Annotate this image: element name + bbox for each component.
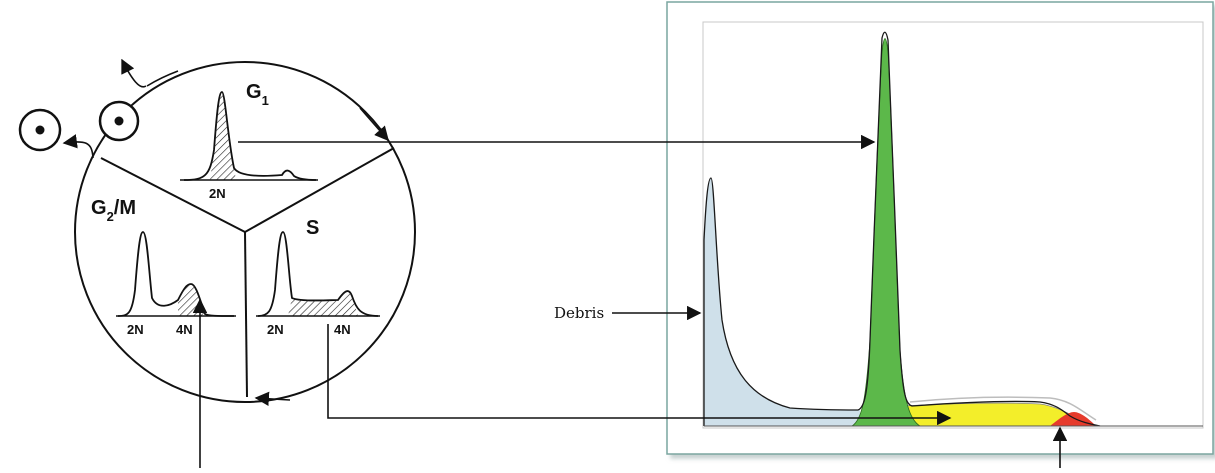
cycle-arrow-bottom — [254, 391, 291, 406]
connector-arrows — [192, 134, 1068, 468]
s-label: S — [306, 217, 319, 239]
division-arrow-left — [62, 134, 94, 159]
debris-population — [704, 178, 860, 426]
cycle-circle — [74, 61, 416, 403]
cycle-arrow-top-right — [359, 107, 389, 142]
s-mini-histogram: 2N 4N — [256, 231, 380, 337]
g1-mini-histogram: 2N — [180, 91, 318, 201]
g2m-axis-2n: 2N — [127, 322, 144, 337]
g1-label: G1 — [246, 81, 269, 108]
daughter-cell-left — [18, 108, 62, 152]
division-arrow-top — [121, 58, 147, 88]
division-arrow-top-tail — [146, 70, 179, 87]
g2m-axis-4n: 4N — [176, 322, 193, 337]
g2m-label: G2/M — [91, 197, 136, 224]
s-axis-2n: 2N — [267, 322, 284, 337]
histogram-outline — [703, 31, 1101, 427]
daughter-cell-top — [98, 100, 140, 142]
spoke-s-g2m — [244, 231, 248, 398]
g2m-mini-histogram: 2N 4N — [116, 231, 236, 337]
histogram-noise — [909, 396, 1097, 421]
dna-histogram-panel: Debris — [554, 1, 1214, 455]
s-axis-4n: 4N — [334, 322, 351, 337]
debris-label: Debris — [554, 304, 604, 322]
g1-axis-label: 2N — [209, 186, 226, 201]
spoke-g1-s — [244, 147, 395, 233]
spoke-g2m-g1 — [100, 157, 246, 233]
s-connector-arrow — [327, 324, 952, 426]
cell-cycle-diagram: G1 2N G2/M 2N 4N S 2N 4N — [18, 58, 416, 406]
plot-area — [702, 21, 1204, 429]
